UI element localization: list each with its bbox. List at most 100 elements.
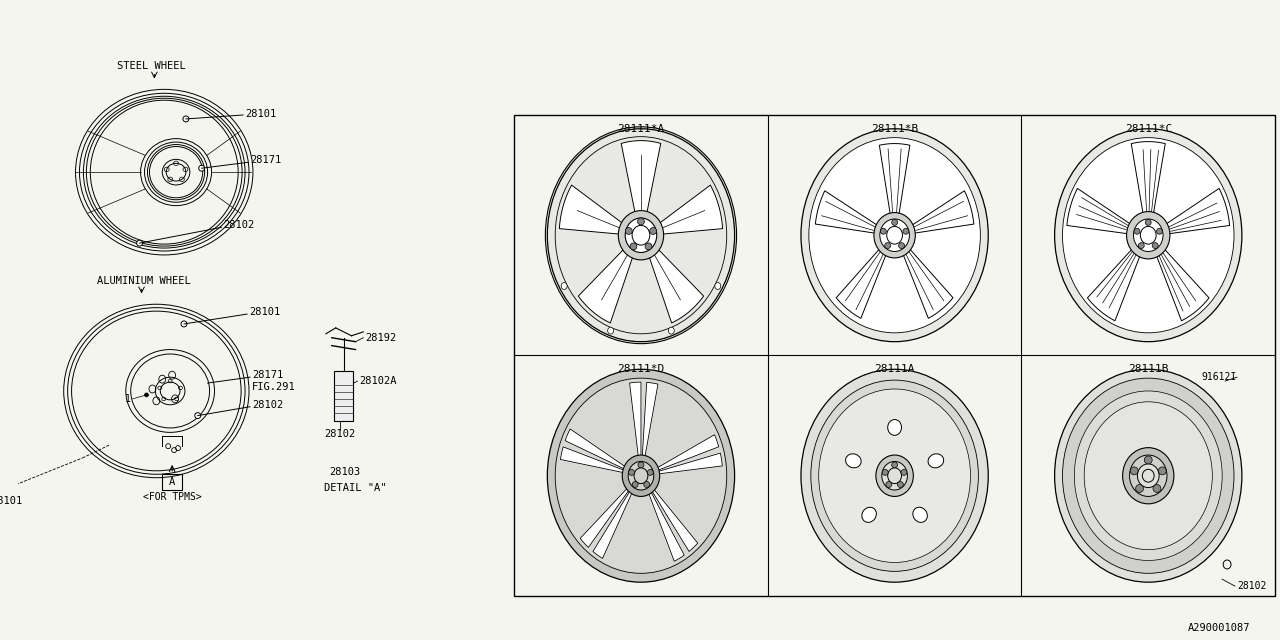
Ellipse shape bbox=[622, 455, 659, 497]
Ellipse shape bbox=[561, 282, 567, 289]
Text: A290001087: A290001087 bbox=[1188, 623, 1251, 632]
Text: <FOR TPMS>: <FOR TPMS> bbox=[143, 492, 201, 502]
Ellipse shape bbox=[1126, 212, 1170, 259]
Polygon shape bbox=[1165, 188, 1230, 234]
Polygon shape bbox=[657, 435, 719, 470]
Text: FIG.291: FIG.291 bbox=[252, 382, 296, 392]
Text: STEEL WHEEL: STEEL WHEEL bbox=[116, 61, 186, 70]
Polygon shape bbox=[815, 191, 878, 233]
Ellipse shape bbox=[810, 380, 978, 572]
Polygon shape bbox=[1088, 248, 1140, 321]
Circle shape bbox=[1138, 243, 1144, 248]
Polygon shape bbox=[902, 248, 954, 318]
Polygon shape bbox=[621, 141, 660, 214]
Polygon shape bbox=[630, 382, 641, 458]
Polygon shape bbox=[561, 447, 625, 473]
Ellipse shape bbox=[1129, 455, 1167, 497]
Ellipse shape bbox=[819, 389, 970, 563]
Circle shape bbox=[884, 243, 891, 248]
Text: 28111*A: 28111*A bbox=[617, 124, 664, 134]
Ellipse shape bbox=[545, 127, 736, 344]
Text: 28111*C: 28111*C bbox=[1125, 124, 1172, 134]
Circle shape bbox=[1153, 484, 1161, 492]
Circle shape bbox=[901, 469, 908, 476]
Text: 28111*B: 28111*B bbox=[870, 124, 918, 134]
Text: 28192: 28192 bbox=[365, 333, 397, 343]
Circle shape bbox=[1146, 220, 1151, 225]
Ellipse shape bbox=[882, 461, 908, 490]
Bar bbox=[163, 474, 182, 490]
Polygon shape bbox=[579, 249, 634, 323]
Circle shape bbox=[183, 116, 189, 122]
Ellipse shape bbox=[876, 455, 914, 497]
Text: 28102: 28102 bbox=[224, 220, 255, 230]
Circle shape bbox=[881, 228, 886, 234]
Circle shape bbox=[1158, 467, 1166, 475]
Circle shape bbox=[897, 481, 904, 488]
Circle shape bbox=[1130, 467, 1138, 475]
Bar bbox=[515, 115, 1275, 596]
Polygon shape bbox=[643, 382, 658, 458]
Text: 28102: 28102 bbox=[324, 429, 355, 439]
Circle shape bbox=[892, 462, 897, 468]
Text: 28103: 28103 bbox=[329, 467, 360, 477]
Polygon shape bbox=[1156, 248, 1210, 321]
Ellipse shape bbox=[1123, 447, 1174, 504]
Bar bbox=[334, 371, 353, 420]
Ellipse shape bbox=[668, 327, 675, 334]
Text: 28101: 28101 bbox=[0, 497, 22, 506]
Text: 1: 1 bbox=[125, 394, 131, 404]
Bar bbox=[0, 486, 4, 493]
Polygon shape bbox=[580, 488, 630, 547]
Circle shape bbox=[637, 218, 644, 225]
Ellipse shape bbox=[888, 420, 901, 435]
Ellipse shape bbox=[879, 219, 909, 252]
Circle shape bbox=[886, 481, 892, 488]
Circle shape bbox=[1144, 456, 1152, 464]
Text: 28101: 28101 bbox=[250, 307, 280, 317]
Circle shape bbox=[198, 165, 205, 171]
Ellipse shape bbox=[1055, 129, 1242, 342]
Ellipse shape bbox=[608, 327, 613, 334]
Polygon shape bbox=[658, 453, 722, 474]
Ellipse shape bbox=[556, 378, 727, 573]
Polygon shape bbox=[648, 491, 685, 561]
Polygon shape bbox=[879, 143, 910, 216]
Ellipse shape bbox=[874, 212, 915, 258]
Circle shape bbox=[632, 481, 639, 488]
Ellipse shape bbox=[861, 508, 877, 522]
Text: 91612I: 91612I bbox=[1202, 372, 1236, 382]
Circle shape bbox=[1134, 228, 1140, 234]
Circle shape bbox=[1157, 228, 1162, 234]
Circle shape bbox=[899, 243, 905, 248]
Polygon shape bbox=[1132, 141, 1165, 216]
Circle shape bbox=[882, 469, 888, 476]
Ellipse shape bbox=[913, 508, 927, 522]
Bar bbox=[0, 486, 1, 492]
Circle shape bbox=[902, 228, 909, 234]
Polygon shape bbox=[593, 490, 632, 559]
Ellipse shape bbox=[1138, 464, 1160, 488]
Text: 28101: 28101 bbox=[244, 109, 276, 119]
Circle shape bbox=[180, 321, 187, 327]
Text: ALUMINIUM WHEEL: ALUMINIUM WHEEL bbox=[97, 276, 191, 285]
Ellipse shape bbox=[1062, 138, 1234, 333]
Text: DETAIL "A": DETAIL "A" bbox=[324, 483, 387, 493]
Ellipse shape bbox=[548, 369, 735, 582]
Ellipse shape bbox=[801, 369, 988, 582]
Ellipse shape bbox=[714, 282, 721, 289]
Text: 28102A: 28102A bbox=[360, 376, 397, 386]
Text: A: A bbox=[169, 477, 175, 486]
Ellipse shape bbox=[1134, 219, 1164, 252]
Ellipse shape bbox=[928, 454, 943, 468]
Circle shape bbox=[137, 240, 142, 246]
Ellipse shape bbox=[1074, 391, 1222, 561]
Circle shape bbox=[644, 481, 650, 488]
Polygon shape bbox=[649, 249, 704, 323]
Circle shape bbox=[1152, 243, 1158, 248]
Polygon shape bbox=[564, 429, 626, 469]
Polygon shape bbox=[1068, 188, 1132, 234]
Text: 28111A: 28111A bbox=[874, 364, 915, 374]
Polygon shape bbox=[659, 185, 723, 234]
Circle shape bbox=[892, 220, 897, 225]
